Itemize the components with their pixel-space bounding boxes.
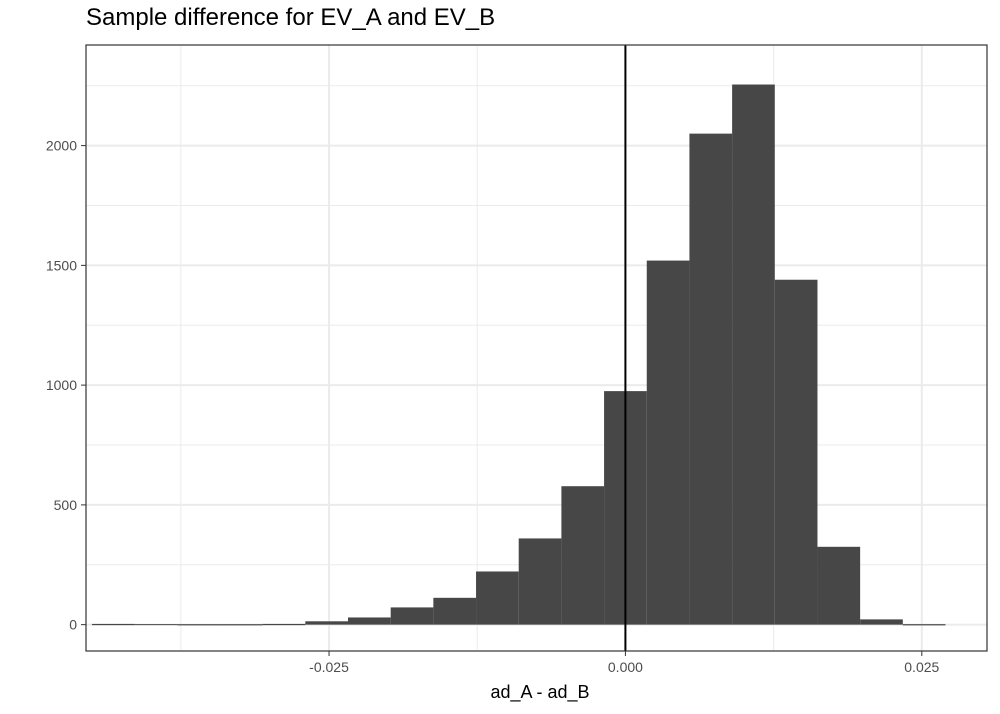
x-axis-title: ad_A - ad_B [490, 682, 589, 703]
x-tick-label: -0.025 [309, 659, 349, 675]
histogram-bar [646, 260, 690, 625]
x-axis: -0.025 0.000 0.025 [309, 651, 940, 675]
histogram-bar [817, 546, 861, 625]
histogram-bar [476, 571, 519, 625]
histogram-bar [860, 619, 903, 625]
x-tick-label: 0.025 [904, 659, 939, 675]
histogram-bar [774, 279, 818, 625]
panel-border [85, 44, 988, 652]
y-tick-label: 2000 [46, 138, 77, 154]
histogram-bar [348, 617, 391, 625]
x-tick-label: 0.000 [608, 659, 643, 675]
y-tick-label: 1000 [46, 377, 77, 393]
histogram-bar [732, 84, 775, 625]
histogram-bars [91, 84, 946, 626]
y-tick-label: 0 [69, 617, 77, 633]
plot-panel-border [85, 44, 988, 652]
histogram-bar [902, 624, 946, 626]
histogram-bar [305, 621, 349, 625]
y-tick-label: 500 [54, 497, 78, 513]
histogram-bar [561, 486, 605, 625]
histogram-bar [219, 624, 263, 626]
histogram-bar [433, 597, 477, 625]
histogram-bar [689, 133, 733, 625]
chart-title: Sample difference for EV_A and EV_B [86, 4, 496, 31]
histogram-bar [390, 607, 434, 625]
y-axis: 0 500 1000 1500 2000 [46, 138, 86, 633]
y-tick-label: 1500 [46, 257, 77, 273]
histogram-bar [262, 623, 306, 626]
histogram-bar [518, 538, 562, 625]
histogram-bar [177, 624, 220, 626]
histogram-bar [91, 623, 135, 626]
